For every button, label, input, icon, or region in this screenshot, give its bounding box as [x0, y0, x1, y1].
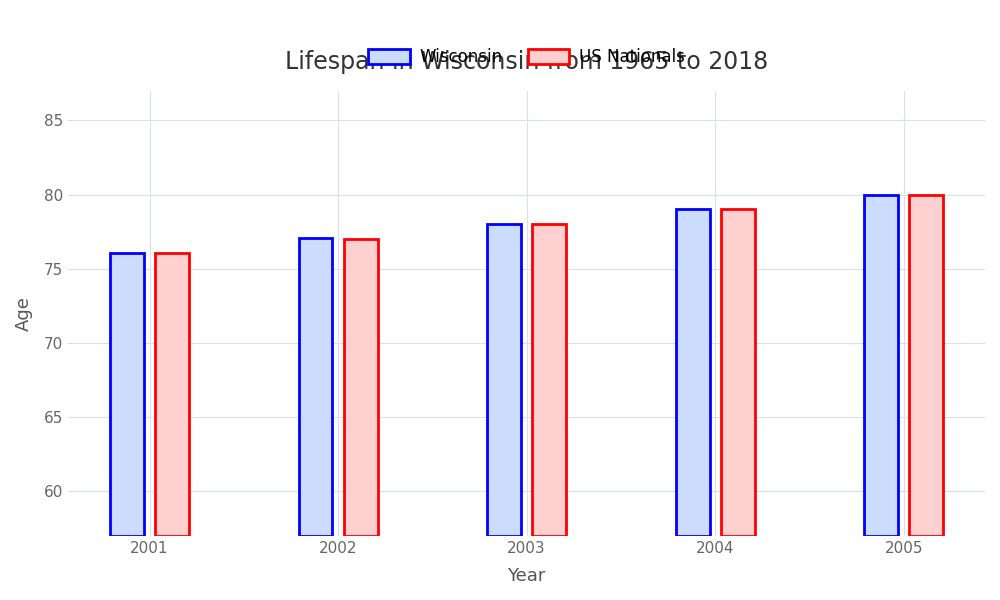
- Bar: [299, 238, 332, 536]
- Legend: Wisconsin, US Nationals: Wisconsin, US Nationals: [361, 41, 692, 73]
- Title: Lifespan in Wisconsin from 1965 to 2018: Lifespan in Wisconsin from 1965 to 2018: [285, 50, 768, 74]
- Bar: [864, 194, 898, 536]
- Y-axis label: Age: Age: [15, 296, 33, 331]
- Bar: [344, 239, 378, 536]
- Bar: [155, 253, 189, 536]
- Bar: [487, 224, 521, 536]
- X-axis label: Year: Year: [507, 567, 546, 585]
- Bar: [532, 224, 566, 536]
- Bar: [110, 253, 144, 536]
- Bar: [676, 209, 710, 536]
- Bar: [909, 194, 943, 536]
- Bar: [721, 209, 755, 536]
